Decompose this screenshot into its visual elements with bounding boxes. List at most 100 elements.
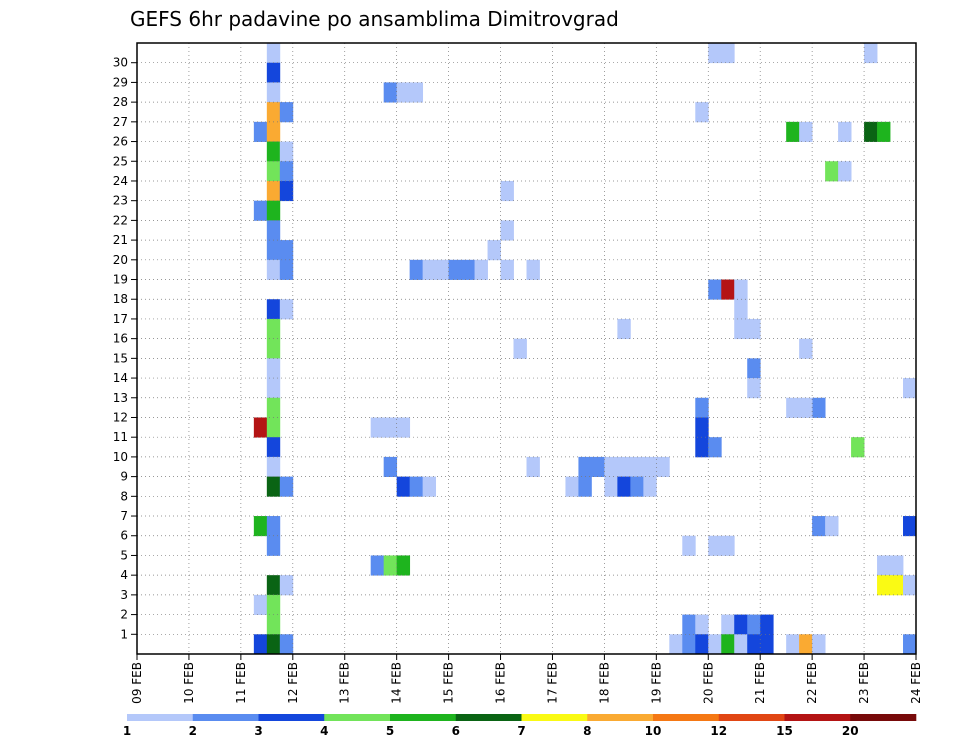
heatmap-cell [370,417,385,438]
x-tick-label: 19 FEB [649,662,663,704]
heatmap-cell [591,456,605,478]
heatmap-cell [279,102,294,123]
heatmap-cell [266,338,281,359]
colorbar-segment [850,714,917,721]
heatmap-cell [903,575,917,596]
heatmap-cell [656,456,670,478]
heatmap-cell [266,476,281,497]
y-tick-label: 23 [113,194,128,208]
chart-title: GEFS 6hr padavine po ansamblima Dimitrov… [130,7,619,31]
heatmap-cell [734,614,748,635]
heatmap-cell [851,437,865,458]
heatmap-cell [266,200,281,221]
heatmap-cell [409,82,424,103]
heatmap-cell [695,634,709,655]
heatmap-cell [487,240,501,261]
heatmap-cell [409,259,424,280]
heatmap-cells [253,43,917,655]
heatmap-cell [578,456,592,478]
heatmap-cell [266,634,281,655]
heatmap-cell [903,634,917,655]
colorbar-segment [324,714,391,721]
heatmap-cell [266,43,281,64]
colorbar-segment [258,714,325,721]
heatmap-cell [461,259,475,280]
heatmap-cell [799,338,813,359]
heatmap-cell [877,121,891,142]
x-tick-label: 22 FEB [805,662,819,704]
heatmap-cell [890,555,904,576]
y-tick-label: 15 [113,351,128,365]
heatmap-cell [838,121,852,142]
colorbar-segment [127,714,194,721]
y-tick-label: 27 [113,115,128,129]
heatmap-cell [396,417,411,438]
y-tick-label: 10 [113,450,128,464]
y-tick-label: 12 [113,410,128,424]
y-tick-label: 29 [113,75,128,89]
heatmap-cell [695,397,709,418]
heatmap-cell [812,516,826,537]
heatmap-cell [786,121,800,142]
heatmap-cell [253,594,268,615]
x-tick-label: 15 FEB [442,662,456,704]
heatmap-cell [630,476,644,497]
heatmap-cell [682,614,696,635]
heatmap-cell [500,259,514,280]
heatmap-cell [253,516,268,537]
heatmap-cell [526,456,540,478]
heatmap-cell [266,378,281,399]
heatmap-cell [695,417,709,438]
heatmap-cell [253,121,268,142]
heatmap-cell [903,378,917,399]
y-tick-label: 30 [113,56,128,70]
heatmap-cell [695,437,709,458]
colorbar-label: 2 [189,724,197,738]
x-tick-label: 16 FEB [494,662,508,704]
heatmap-cell [266,161,281,182]
heatmap-cell [500,180,514,202]
heatmap-cell [266,456,281,478]
x-tick-label: 18 FEB [597,662,611,704]
x-tick-label: 24 FEB [909,662,923,704]
heatmap-cell [877,555,891,576]
heatmap-cell [682,535,696,556]
heatmap-cell [669,634,683,655]
heatmap-cell [708,437,722,458]
heatmap-cell [630,456,644,478]
colorbar-segment [455,714,522,721]
heatmap-cell [422,259,437,280]
colorbar-segment [521,714,588,721]
heatmap-cell [890,575,904,596]
heatmap-cell [266,535,281,556]
y-tick-label: 20 [113,253,128,267]
colorbar-segment [653,714,720,721]
heatmap-cell [721,634,735,655]
colorbar-label: 5 [386,724,394,738]
heatmap-cell [734,299,748,320]
y-tick-label: 26 [113,135,128,149]
heatmap-cell [474,259,488,280]
y-tick-label: 8 [120,489,128,503]
heatmap-cell [760,634,774,655]
heatmap-cell [747,378,761,399]
heatmap-cell [279,240,294,261]
heatmap-cell [266,82,281,103]
heatmap-cell [266,575,281,596]
heatmap-cell [396,82,411,103]
colorbar-segment [390,714,457,721]
heatmap-cell [747,318,761,340]
x-tick-label: 21 FEB [753,662,767,704]
heatmap-cell [526,259,540,280]
colorbar-label: 4 [320,724,328,738]
heatmap-cell [266,299,281,320]
heatmap-cell [799,397,813,418]
x-tick-label: 23 FEB [857,662,871,704]
y-tick-label: 22 [113,213,128,227]
colorbar-label: 6 [452,724,460,738]
colorbar-label: 15 [776,724,793,738]
y-tick-label: 19 [113,273,128,287]
y-tick-label: 6 [120,529,128,543]
heatmap-cell [721,535,735,556]
